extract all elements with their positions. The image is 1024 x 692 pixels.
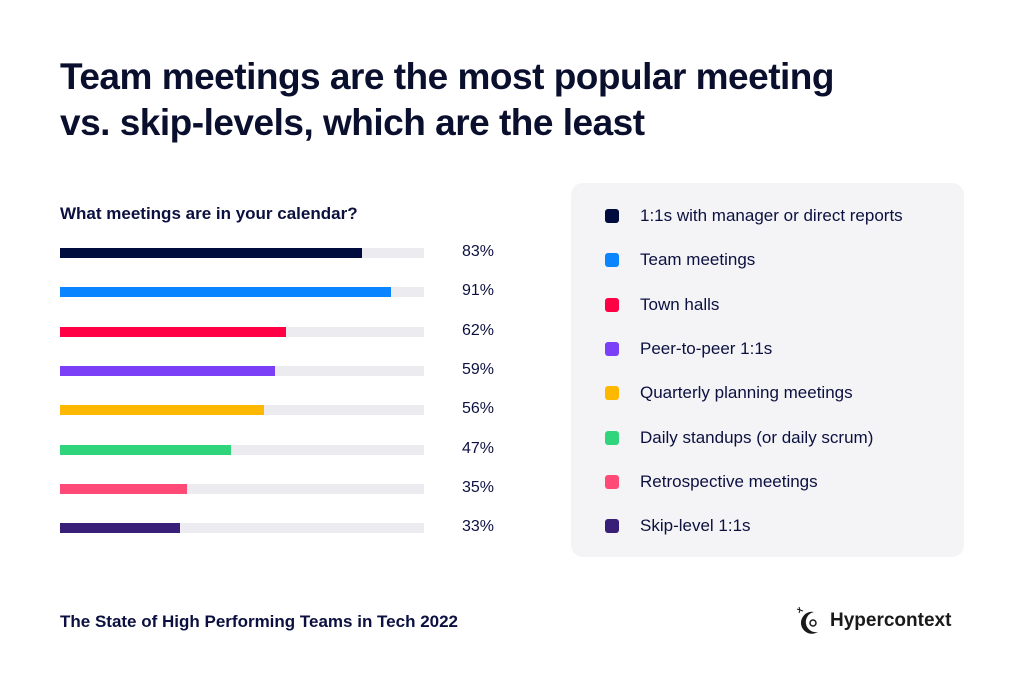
footer-source: The State of High Performing Teams in Te… [60, 612, 459, 631]
legend-item: Quarterly planning meetings [605, 381, 853, 405]
page-title: Team meetings are the most popular meeti… [60, 54, 960, 146]
legend-item: Town halls [605, 293, 719, 317]
bar-row: 59% [60, 361, 500, 381]
bar-row: 91% [60, 282, 500, 302]
legend-label: Retrospective meetings [640, 471, 818, 491]
bar-track [60, 405, 424, 416]
bar-track [60, 326, 424, 337]
bar-row: 47% [60, 440, 500, 460]
bar-track [60, 444, 424, 455]
legend-label: Town halls [640, 294, 720, 314]
title-line-2: vs. skip-levels, which are the least [60, 102, 645, 143]
data-label: 33% [461, 518, 494, 536]
legend-swatch [605, 297, 619, 312]
legend-label: Skip-level 1:1s [640, 516, 751, 536]
legend-label: Quarterly planning meetings [640, 383, 853, 403]
data-label: 62% [461, 321, 494, 339]
bar-track [60, 287, 424, 298]
bar-track [60, 483, 424, 494]
data-label: 59% [461, 360, 494, 378]
legend-label: 1:1s with manager or direct reports [640, 206, 903, 225]
legend-item: 1:1s with manager or direct reports [605, 204, 903, 228]
chart-title: What meetings are in your calendar? [60, 204, 358, 223]
bar [60, 483, 188, 494]
bar-row: 62% [60, 322, 500, 342]
legend-swatch [605, 430, 619, 445]
moon-logo-icon [796, 606, 818, 634]
legend-item: Team meetings [605, 248, 755, 272]
legend-label: Team meetings [640, 250, 756, 270]
legend: 1:1s with manager or direct reports Team … [571, 183, 964, 557]
legend-item: Skip-level 1:1s [605, 514, 751, 538]
legend-item: Retrospective meetings [605, 470, 818, 494]
title-line-1: Team meetings are the most popular meeti… [60, 56, 835, 97]
legend-label: Daily standups (or daily scrum) [640, 427, 874, 447]
data-label: 47% [461, 439, 494, 457]
legend-swatch [605, 474, 619, 489]
bar-track [60, 365, 424, 376]
bar-track [60, 523, 424, 534]
bar [60, 523, 181, 534]
legend-swatch [605, 386, 619, 401]
legend-item: Daily standups (or daily scrum) [605, 426, 873, 450]
brand-logo: Hypercontext [796, 606, 951, 636]
legend-swatch [605, 253, 619, 268]
data-label: 56% [461, 400, 494, 418]
legend-swatch [605, 341, 619, 356]
bar [60, 287, 392, 298]
bar-row: 83% [60, 243, 500, 263]
bar-row: 33% [60, 518, 500, 538]
bar-row: 35% [60, 479, 500, 499]
data-label: 83% [461, 243, 494, 260]
brand-name: Hypercontext [830, 610, 952, 631]
bar [60, 365, 275, 376]
bar [60, 326, 286, 337]
bar [60, 405, 264, 416]
bar-row: 56% [60, 400, 500, 420]
data-label: 91% [461, 282, 494, 300]
bar-track [60, 248, 424, 258]
legend-item: Peer-to-peer 1:1s [605, 337, 772, 361]
bar [60, 248, 363, 258]
bar [60, 444, 232, 455]
legend-swatch [605, 209, 619, 223]
legend-swatch [605, 519, 619, 534]
data-label: 35% [461, 478, 494, 496]
legend-label: Peer-to-peer 1:1s [640, 338, 773, 358]
